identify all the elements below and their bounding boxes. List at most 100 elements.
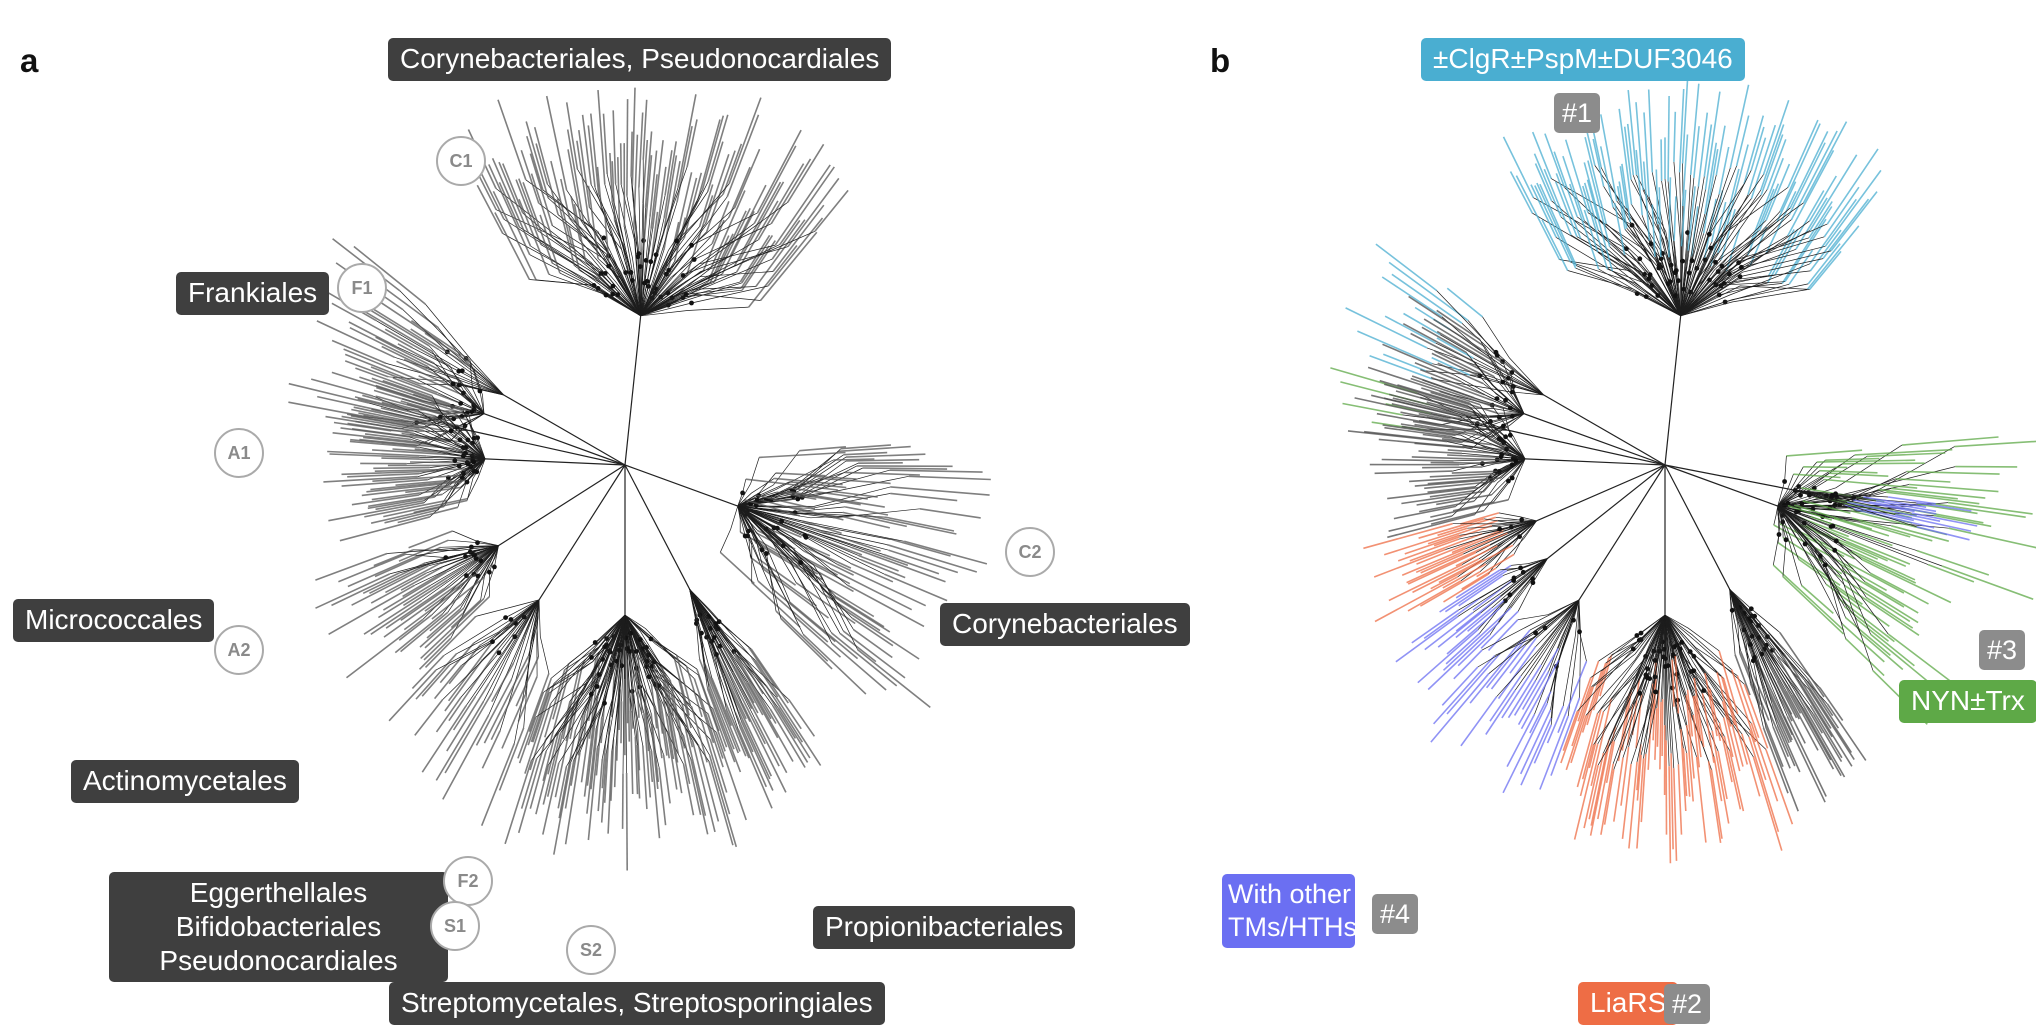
tree-b-leaf-label-436 [1842, 462, 1925, 465]
tree-b-leaf-label-277 [1529, 691, 1552, 734]
tree-a-leaf-label-212 [346, 413, 425, 430]
tree-a-leaf-label-203 [349, 440, 420, 449]
tree-b-leaf-label-104 [1795, 197, 1828, 250]
subclade-s2: S2 [566, 925, 616, 975]
tree-a-leaf-label-221 [406, 403, 447, 416]
tree-b-leaf-label-362 [1613, 757, 1624, 822]
tree-a-leaf-label-53 [633, 134, 639, 230]
tree-a-branch-345 [624, 614, 637, 666]
tree-b-leaf-label-438 [1803, 466, 1848, 469]
tree-b-leaf-label-193 [1411, 456, 1502, 461]
tree-b-leaf-label-22 [1586, 179, 1614, 272]
tree-a-leaf-label-163 [384, 328, 451, 367]
tree-b-node-434 [1796, 484, 1802, 489]
tree-a-leaf-label-504 [802, 550, 854, 576]
tree-b-leaf-label-387 [1560, 677, 1592, 764]
tree-a-stem-6 [538, 464, 626, 601]
tree-a-leaf-label-492 [883, 553, 940, 575]
tree-a-leaf-label-232 [450, 599, 482, 629]
tree-b-branch-28 [1600, 167, 1682, 316]
tree-b-leaf-label-326 [1693, 677, 1705, 748]
tree-b-leaf-label-123 [1431, 356, 1471, 376]
tree-a-node-250 [473, 556, 479, 561]
tree-a-leaf-label-55 [642, 99, 648, 160]
tree-b-leaf-label-124 [1345, 307, 1428, 349]
tree-a-leaf-label-533 [794, 616, 842, 658]
tree-a-node-532 [742, 533, 748, 539]
tree-b-leaf-label-102 [1774, 190, 1825, 276]
tree-a-branch-407 [535, 614, 626, 718]
tree-a-stem-3 [483, 413, 626, 466]
tree-a-leaf-label-248 [363, 579, 448, 635]
tree-a-leaf-label-192 [374, 468, 465, 472]
tree-b-leaf-label-125 [1384, 315, 1437, 344]
tree-b-branch-338 [1664, 614, 1679, 765]
tree-b-leaf-label-501 [1845, 616, 1891, 657]
tree-b-branch-485 [1777, 505, 1866, 583]
tree-a-leaf-label-347 [636, 744, 641, 799]
tree-a-leaf-label-228 [355, 367, 433, 397]
tree-b-leaf-label-98 [1802, 121, 1848, 204]
tree-a-leaf-label-371 [586, 727, 598, 814]
tree-a-branch-142 [450, 413, 485, 441]
tree-b-leaf-label-423 [1739, 650, 1770, 721]
tree-b-branch-371 [1603, 614, 1666, 754]
tree-b-leaf-label-356 [1628, 761, 1638, 849]
group-num-4: #4 [1372, 894, 1419, 934]
tree-b-branch-283 [1540, 599, 1580, 666]
tree-b-leaf-label-183 [1414, 478, 1491, 487]
tree-b-leaf-label-30 [1613, 202, 1626, 256]
tree-a-branch-102 [640, 271, 737, 317]
tree-a-leaf-label-321 [669, 679, 686, 749]
tree-a-leaf-label-388 [542, 762, 560, 835]
tree-b-branch-287 [1535, 599, 1580, 647]
tree-a-leaf-label-117 [767, 217, 824, 287]
tree-b-node-268 [1518, 565, 1523, 571]
tree-a-leaf-label-239 [431, 577, 484, 620]
tree-a-leaf-label-26 [568, 226, 581, 271]
tree-a-leaf-label-111 [779, 166, 835, 245]
tree-b-node-30 [1655, 293, 1661, 298]
tree-b-leaf-label-8 [1534, 163, 1553, 202]
tree-b-leaf-label-348 [1654, 708, 1658, 760]
tree-a-leaf-label-522 [853, 629, 893, 659]
tree-a-leaf-label-494 [851, 546, 946, 583]
tree-b-leaf-label-482 [1848, 562, 1905, 594]
tree-b-branch-270 [1567, 599, 1580, 717]
tree-b-node-81 [1708, 245, 1714, 251]
tree-b-leaf-label-2 [1541, 219, 1569, 271]
tree-b-leaf-label-353 [1636, 758, 1645, 849]
tree-b-branch-428 [1729, 589, 1736, 655]
tree-a-leaf-label-450 [840, 444, 892, 450]
tree-b-leaf-label-381 [1586, 662, 1607, 726]
tree-a-branch-269 [538, 599, 550, 674]
tree-a-leaf-label-442 [725, 709, 747, 757]
tree-a-leaf-label-444 [704, 664, 741, 752]
tree-b-leaf-label-234 [1415, 532, 1508, 574]
tree-b-leaf-label-6 [1536, 182, 1577, 269]
tree-a-branch-466 [737, 486, 891, 507]
tree-b-node-109 [1736, 260, 1741, 266]
tree-b-branch-111 [1680, 236, 1825, 317]
tree-b-branch-483 [1773, 505, 1779, 526]
tree-b-leaf-label-58 [1689, 83, 1700, 175]
tree-a-leaf-label-422 [734, 656, 772, 720]
tree-a-leaf-label-471 [833, 490, 878, 498]
tree-a-leaf-label-435 [729, 687, 773, 777]
tree-a-leaf-label-167 [424, 332, 471, 364]
tree-b-leaf-label-244 [1383, 527, 1468, 556]
tree-a-node-30 [615, 292, 620, 298]
tree-a-leaf-label-70 [686, 119, 698, 168]
tree-b-leaf-label-172 [1430, 499, 1509, 518]
tree-a-leaf-label-72 [674, 172, 693, 243]
tree-b-node-16 [1643, 294, 1649, 299]
tree-a-leaf-label-451 [838, 445, 911, 453]
tree-a-leaf-label-268 [315, 552, 388, 581]
subclade-a1: A1 [214, 428, 264, 478]
tree-b-leaf-label-259 [1455, 595, 1501, 632]
tree-a-branch-160 [427, 366, 485, 414]
tree-b-branch-383 [1585, 614, 1666, 716]
tree-b-leaf-label-328 [1692, 696, 1702, 758]
tree-b-leaf-label-394 [1804, 680, 1853, 753]
tree-a-leaf-label-176 [328, 501, 425, 522]
